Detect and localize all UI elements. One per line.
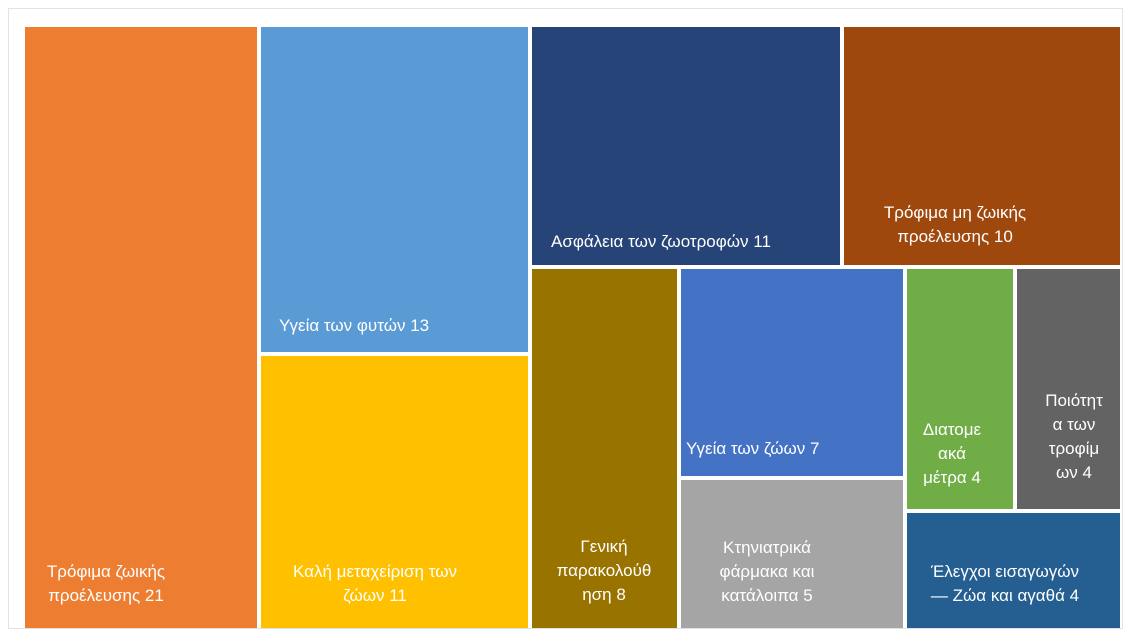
tile-3-label-line: Καλή μεταχείριση των xyxy=(293,562,457,581)
tile-3-rect xyxy=(261,356,528,628)
tile-5-rect xyxy=(844,27,1120,265)
tile-4-label: Ασφάλεια των ζωοτροφών 11 xyxy=(551,232,771,251)
tile-8-label-line: φάρμακα και xyxy=(720,562,815,581)
tile-8-rect xyxy=(681,480,903,628)
tile-11-label: Έλεγχοι εισαγωγών — Ζώα και αγαθά 4 xyxy=(930,562,1079,605)
tile-5-label: Τρόφιμα μη ζωικής προέλευσης 10 xyxy=(884,203,1026,246)
tile-6-label-line: Γενική xyxy=(580,537,627,556)
tile-1-label-line: Τρόφιμα ζωικής xyxy=(47,562,165,581)
tile-10-label-line: τροφίμ xyxy=(1049,439,1099,458)
tile-9-label-line: ακά xyxy=(938,444,966,463)
tile-11-rect xyxy=(907,513,1120,628)
tile-3-label: Καλή μεταχείριση των ζώων 11 xyxy=(293,562,457,605)
tile-4-rect xyxy=(532,27,840,265)
tile-10-label-line: ων 4 xyxy=(1056,463,1092,482)
tile-3-label-line: ζώων 11 xyxy=(343,586,407,605)
tile-9-label-line: Διατομε xyxy=(923,420,982,439)
tile-5-label-line: προέλευσης 10 xyxy=(897,227,1013,246)
tile-6-label-line: παρακολούθ xyxy=(557,561,652,580)
tile-7-label-line: Υγεία των ζώων 7 xyxy=(686,439,820,458)
tile-10-label: Ποιότητ α των τροφίμ ων 4 xyxy=(1045,391,1103,482)
tile-6-label-line: ηση 8 xyxy=(582,585,626,604)
tile-11-label-line: Έλεγχοι εισαγωγών xyxy=(930,562,1079,581)
tile-11-label-line: — Ζώα και αγαθά 4 xyxy=(931,586,1079,605)
tile-7-label: Υγεία των ζώων 7 xyxy=(686,439,820,458)
tile-9-rect xyxy=(907,269,1013,509)
tile-8-label-line: κατάλοιπα 5 xyxy=(721,586,812,605)
tile-10-label-line: Ποιότητ xyxy=(1045,391,1103,410)
tile-4-label-line: Ασφάλεια των ζωοτροφών 11 xyxy=(551,232,771,251)
tile-2-rect xyxy=(261,27,528,352)
tile-8-label: Κτηνιατρικά φάρμακα και κατάλοιπα 5 xyxy=(720,538,815,605)
tile-1-label-line: προέλευσης 21 xyxy=(48,586,164,605)
tile-1-rect xyxy=(25,27,257,628)
chart-frame: Τρόφιμα ζωικής προέλευσης 21 Υγεία των φυτ… xyxy=(8,8,1123,629)
tile-2-label: Υγεία των φυτών 13 xyxy=(279,316,429,335)
treemap-chart: Τρόφιμα ζωικής προέλευσης 21 Υγεία των φυτ… xyxy=(25,27,1120,628)
tile-8-label-line: Κτηνιατρικά xyxy=(723,538,811,557)
tile-2-label-line: Υγεία των φυτών 13 xyxy=(279,316,429,335)
tile-10-label-line: α των xyxy=(1053,415,1096,434)
tile-9-label-line: μέτρα 4 xyxy=(923,468,981,487)
tile-5-label-line: Τρόφιμα μη ζωικής xyxy=(884,203,1026,222)
tile-1-label: Τρόφιμα ζωικής προέλευσης 21 xyxy=(47,562,165,605)
tile-9-label: Διατομε ακά μέτρα 4 xyxy=(923,420,982,487)
tile-10-rect xyxy=(1017,269,1120,509)
tile-6-rect xyxy=(532,269,677,628)
tile-7-rect xyxy=(681,269,903,476)
tile-6-label: Γενική παρακολούθ ηση 8 xyxy=(557,537,652,604)
